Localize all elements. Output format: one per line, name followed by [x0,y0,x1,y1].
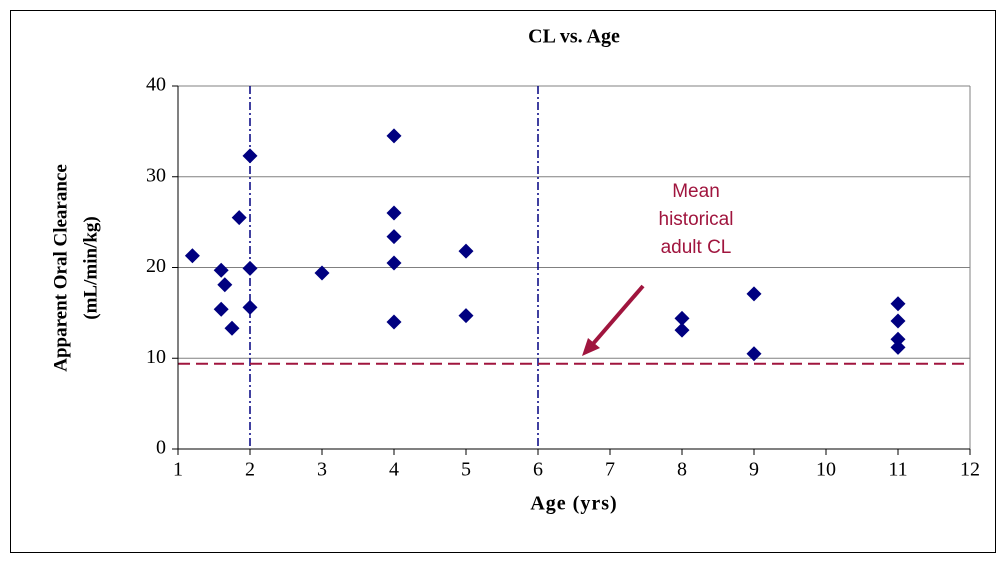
point [746,286,762,302]
point [458,308,474,324]
point [231,210,247,226]
y-tick-label: 10 [146,346,166,368]
point [213,262,229,278]
point [890,313,906,329]
point [890,296,906,312]
annotation: Mean [672,181,720,202]
x-tick-label: 3 [317,459,327,481]
point [674,322,690,338]
point [217,277,233,293]
x-tick-label: 6 [533,459,543,481]
point [242,260,258,276]
x-tick-label: 8 [677,459,687,481]
point [386,229,402,245]
x-tick-label: 10 [816,459,836,481]
y-axis-label: (mL/min/kg) [80,216,101,319]
x-tick-label: 11 [888,459,907,481]
point [242,148,258,164]
x-tick-label: 1 [173,459,183,481]
point [224,320,240,336]
point [674,310,690,326]
x-tick-label: 5 [461,459,471,481]
chart-title: CL vs. Age [528,26,620,48]
point [386,255,402,271]
arrow-shaft [590,284,645,347]
point [314,265,330,281]
y-axis-label: Apparent Oral Clearance [50,164,71,372]
y-tick-label: 0 [156,437,166,459]
point [458,243,474,259]
annotation: adult CL [661,237,732,258]
annotation: historical [659,209,734,230]
x-tick-label: 9 [749,459,759,481]
point [890,331,906,347]
arrow-head [582,338,600,356]
y-tick-label: 30 [146,164,166,186]
x-axis-label: Age (yrs) [530,493,617,515]
y-tick-label: 40 [146,74,166,96]
y-tick-label: 20 [146,255,166,277]
point [890,339,906,355]
point [184,248,200,264]
point [242,299,258,315]
x-tick-label: 4 [389,459,399,481]
x-tick-label: 2 [245,459,255,481]
chart-frame [10,10,996,553]
point [386,205,402,221]
point [386,128,402,144]
x-tick-label: 12 [960,459,980,481]
point [213,301,229,317]
point [746,346,762,362]
x-tick-label: 7 [605,459,615,481]
point [386,314,402,330]
